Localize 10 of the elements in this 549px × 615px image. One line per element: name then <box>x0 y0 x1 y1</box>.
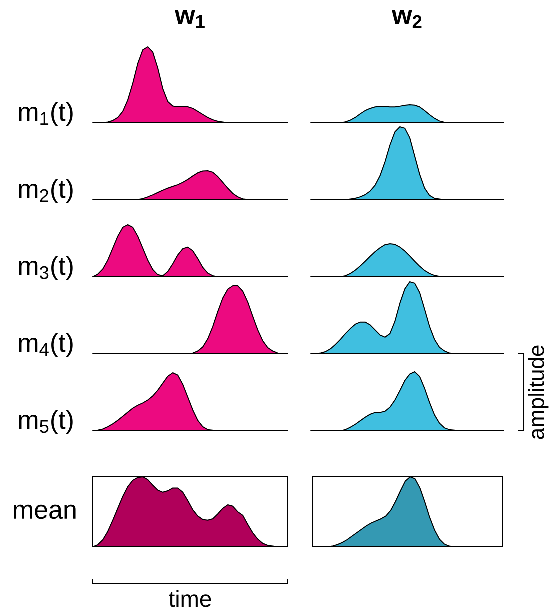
y-axis-title: mean <box>14 504 76 520</box>
y-axis-title: m$_{1}$(t) <box>19 102 73 126</box>
y-axis-title: m$_{4}$(t) <box>19 333 73 358</box>
y-axis-title: m$_{2}$(t) <box>19 179 73 204</box>
y-axis-title: m$_{3}$(t) <box>19 256 73 280</box>
y2-axis-title: amplitude <box>528 346 549 440</box>
y-axis-title: m$_{5}$(t) <box>19 410 73 434</box>
x-axis-title: time <box>169 590 212 608</box>
chart-title: w$_{2}$ <box>392 10 422 28</box>
chart-title: w$_{1}$ <box>175 10 205 28</box>
